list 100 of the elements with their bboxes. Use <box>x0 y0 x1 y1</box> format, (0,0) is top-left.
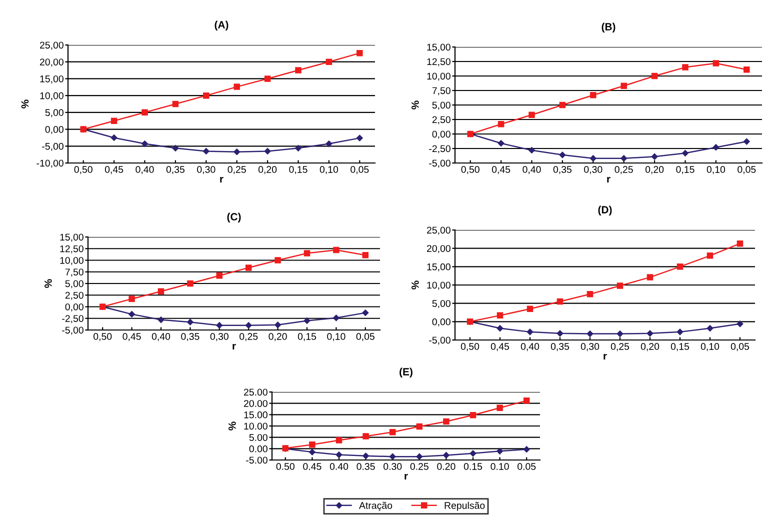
point <box>470 412 476 418</box>
x-tick-label: 0,20 <box>258 166 277 174</box>
point <box>416 423 423 430</box>
point <box>333 246 340 254</box>
y-axis-title: % <box>412 100 419 110</box>
x-tick-label: 0.05 <box>518 463 536 470</box>
point <box>496 448 503 454</box>
x-tick-label: 0.45 <box>303 463 322 470</box>
point <box>676 264 684 270</box>
chart-title: (A) <box>214 20 228 30</box>
point <box>172 100 179 108</box>
point <box>620 155 627 162</box>
point <box>264 148 271 154</box>
y-tick-label: 20,00 <box>426 245 450 254</box>
x-tick-label: 0,35 <box>166 166 185 174</box>
x-tick-label: 0,25 <box>610 343 630 352</box>
x-tick-label: 0,10 <box>327 333 346 342</box>
x-tick-label: 0.30 <box>384 463 402 470</box>
point <box>203 92 210 99</box>
x-tick-label: 0.20 <box>437 463 456 470</box>
point <box>356 50 363 56</box>
point <box>274 322 281 328</box>
x-axis-title: r <box>220 176 224 183</box>
x-tick-label: 0,45 <box>122 333 141 342</box>
chart-title: (B) <box>602 22 616 32</box>
point <box>528 147 535 154</box>
point <box>110 118 118 124</box>
point <box>333 314 340 322</box>
y-tick-label: 15,00 <box>40 75 64 84</box>
x-tick-label: 0,35 <box>553 166 572 174</box>
x-tick-label: 0.15 <box>464 463 482 470</box>
legend-label: Repulsão <box>444 502 485 511</box>
point <box>616 282 624 289</box>
y-tick-label: 15,00 <box>427 263 450 272</box>
y-tick-label: 7,50 <box>65 268 84 277</box>
x-tick-label: 0,35 <box>181 333 200 342</box>
y-tick-label: 5,00 <box>432 102 450 110</box>
x-tick-label: 0,15 <box>298 333 316 342</box>
point <box>559 102 566 108</box>
point <box>356 134 363 142</box>
point <box>744 66 750 73</box>
point <box>736 240 744 247</box>
point <box>389 428 396 436</box>
point <box>616 330 624 337</box>
y-tick-label: -5,00 <box>42 142 64 151</box>
point <box>304 318 310 324</box>
x-tick-label: 0,45 <box>490 343 510 352</box>
y-tick-label: -5,00 <box>62 326 84 335</box>
y-tick-label: 25,00 <box>426 226 450 235</box>
y-tick-label: -2,50 <box>62 315 84 324</box>
y-tick-label: 15,00 <box>60 234 84 242</box>
point <box>496 325 504 332</box>
y-tick-label: 20,00 <box>40 58 64 67</box>
x-axis-title: r <box>604 354 607 360</box>
point <box>646 274 654 280</box>
point <box>682 150 688 156</box>
point <box>586 330 594 337</box>
point <box>245 264 252 271</box>
x-tick-label: 0,30 <box>210 333 228 342</box>
x-tick-label: 0,20 <box>268 333 287 342</box>
x-axis-title: r <box>404 474 408 480</box>
y-tick-label: 2,50 <box>65 292 84 300</box>
point <box>187 318 194 326</box>
x-tick-label: 0,05 <box>730 343 750 352</box>
point <box>443 418 450 425</box>
y-tick-label: 15.00 <box>244 411 268 418</box>
x-tick-label: 0,40 <box>136 166 154 174</box>
point <box>498 140 504 146</box>
point <box>706 252 714 259</box>
point <box>736 320 744 328</box>
x-tick-label: 0.10 <box>490 463 509 470</box>
x-tick-label: 0,20 <box>645 166 664 174</box>
y-tick-label: 10,00 <box>40 92 64 100</box>
point <box>646 330 654 337</box>
chart-title: (E) <box>400 368 412 378</box>
point <box>712 60 720 66</box>
x-tick-label: 0,50 <box>460 343 480 352</box>
x-tick-label: 0,40 <box>522 166 541 174</box>
y-tick-label: 20.00 <box>244 400 268 407</box>
y-tick-label: -10,00 <box>36 160 64 168</box>
y-tick-label: 10.00 <box>244 422 268 430</box>
point <box>336 437 342 444</box>
point <box>590 92 596 98</box>
y-tick-label: 25,00 <box>40 42 64 50</box>
point <box>651 72 658 80</box>
point <box>295 67 302 74</box>
y-tick-label: 7,50 <box>432 87 450 96</box>
y-tick-label: -2,50 <box>429 145 450 154</box>
y-tick-label: 0,00 <box>432 130 450 139</box>
x-tick-label: 0,50 <box>74 166 92 174</box>
x-tick-label: 0,15 <box>670 343 690 352</box>
point <box>326 58 332 65</box>
point <box>158 316 164 323</box>
y-tick-label: 5,00 <box>432 300 450 308</box>
x-tick-label: 0,05 <box>356 333 374 342</box>
x-tick-label: 0,20 <box>640 343 660 352</box>
x-tick-label: 0,25 <box>240 333 258 342</box>
x-tick-label: 0,50 <box>94 333 112 342</box>
point <box>216 272 223 279</box>
x-tick-label: 0.25 <box>410 463 428 470</box>
